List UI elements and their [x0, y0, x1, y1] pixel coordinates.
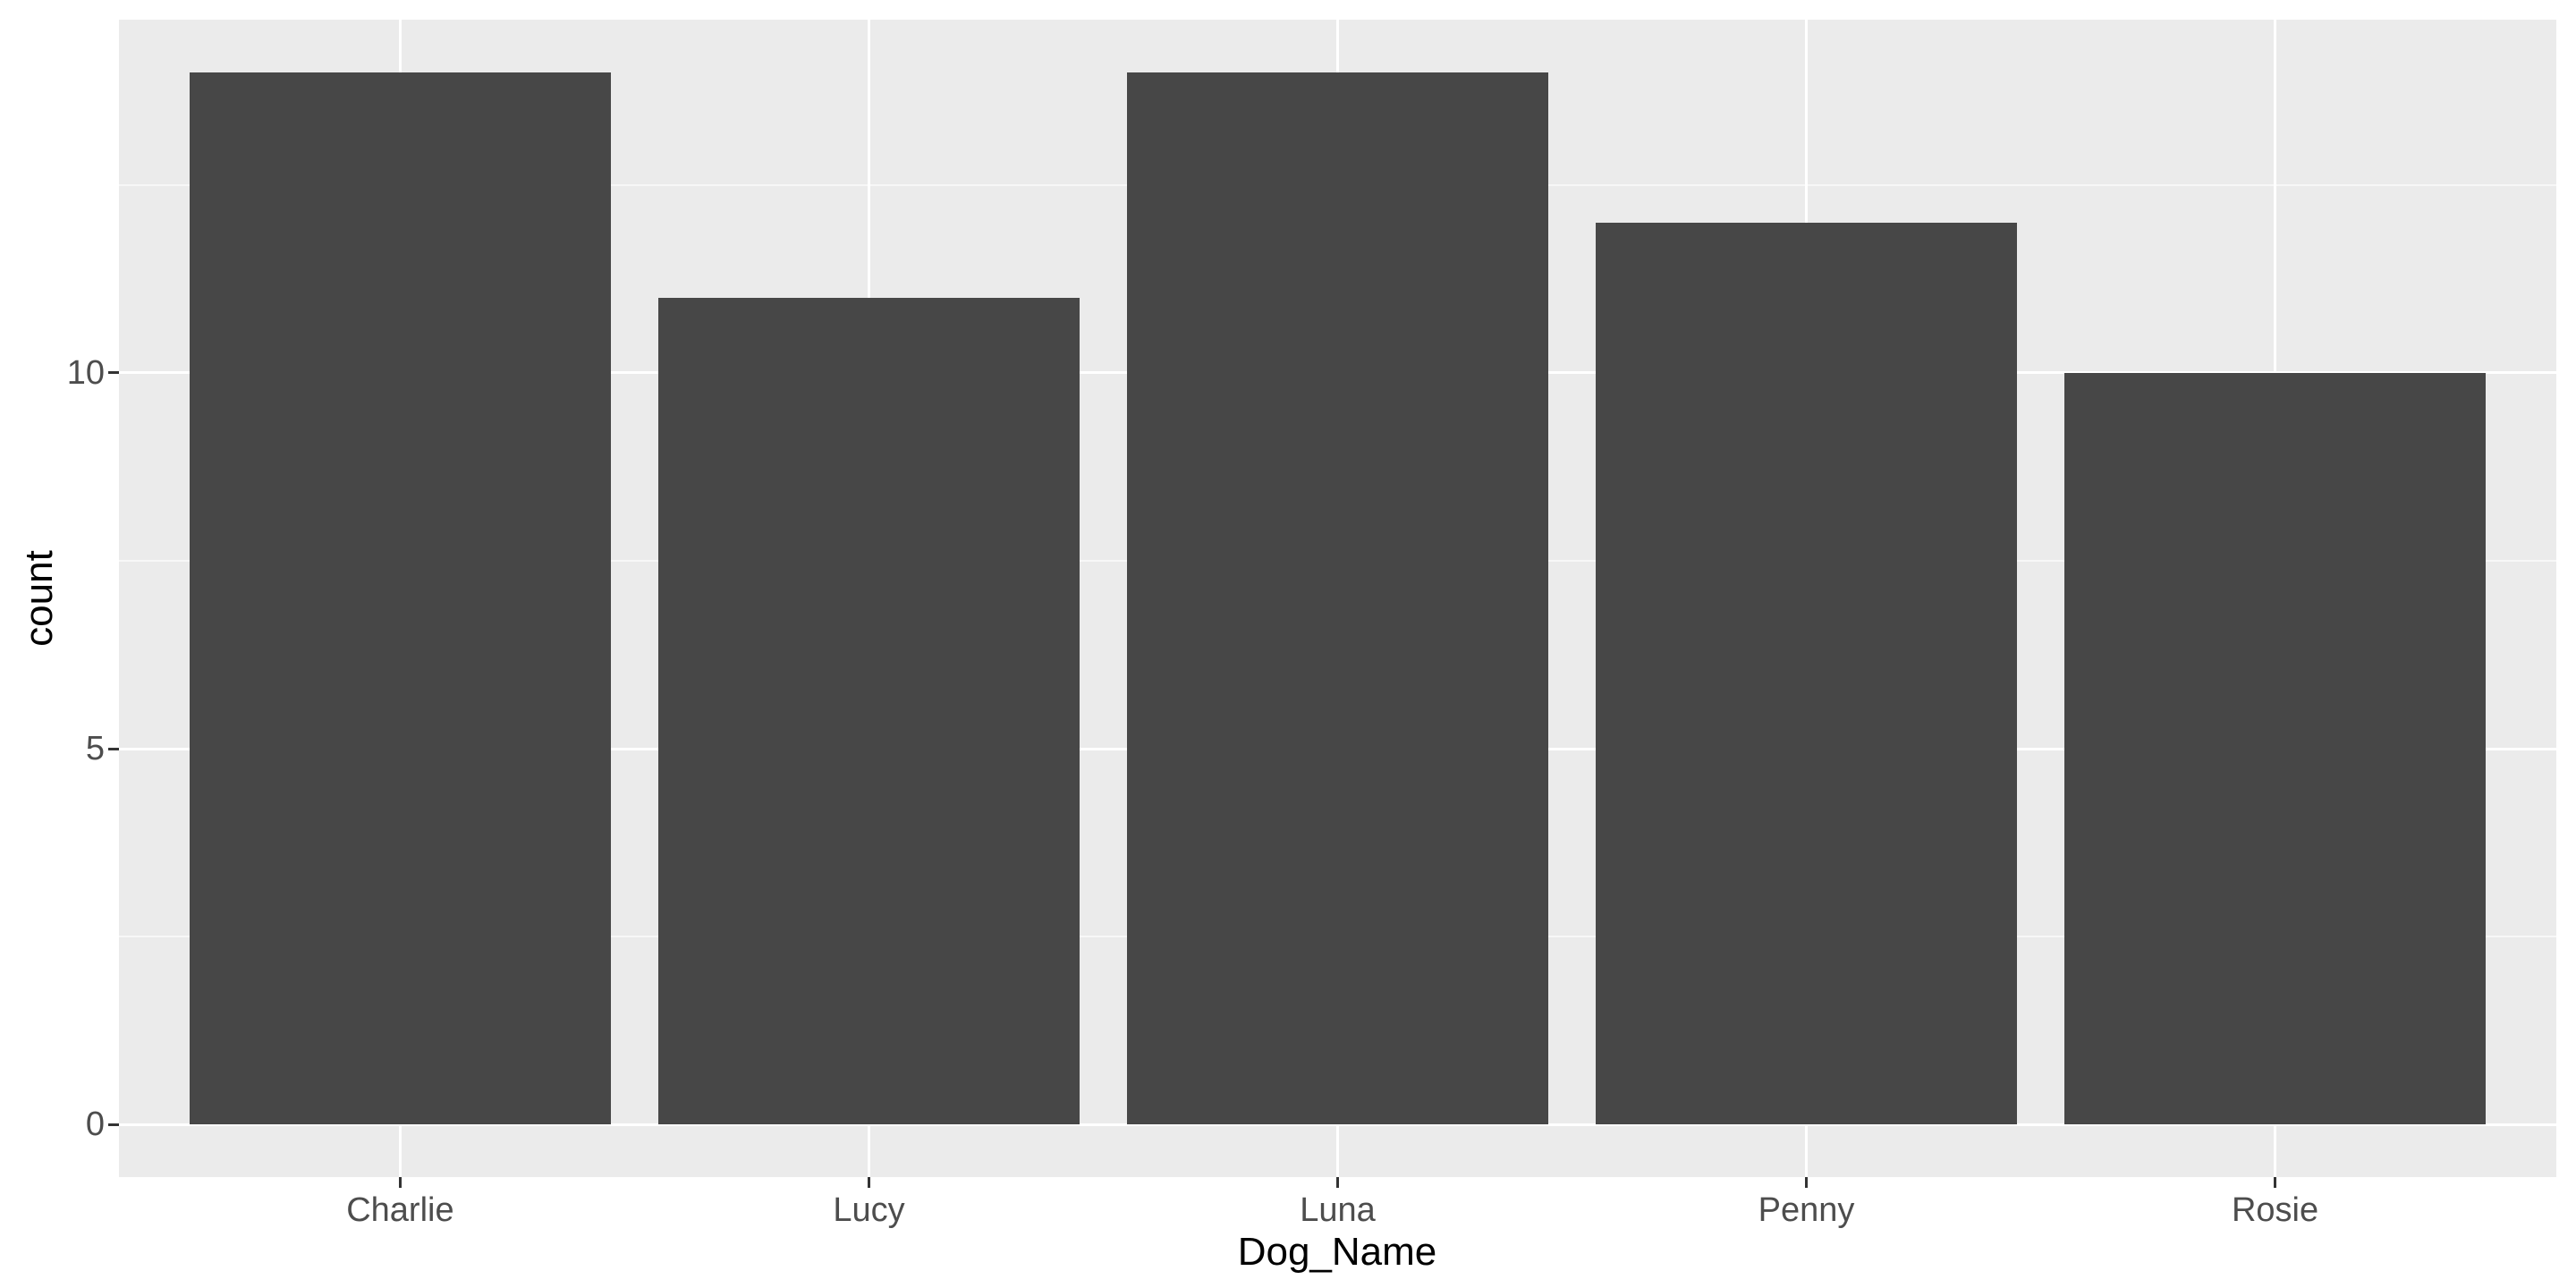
x-tick-label-rosie: Rosie	[2231, 1191, 2319, 1229]
x-tick-label-luna: Luna	[1300, 1191, 1376, 1229]
plot-panel	[119, 20, 2556, 1177]
x-axis-title: Dog_Name	[1237, 1230, 1437, 1274]
y-tick-label: 5	[85, 730, 105, 768]
x-tick-label-lucy: Lucy	[833, 1191, 905, 1229]
x-tick-mark	[867, 1177, 870, 1188]
y-tick-label: 10	[66, 353, 105, 392]
y-tick-mark	[108, 1123, 119, 1126]
x-tick-mark	[398, 1177, 402, 1188]
bar-rosie	[2063, 372, 2487, 1125]
y-tick-mark	[108, 747, 119, 750]
x-tick-label-penny: Penny	[1758, 1191, 1855, 1229]
x-tick-mark	[2274, 1177, 2277, 1188]
bar-penny	[1595, 222, 2018, 1125]
bar-luna	[1126, 72, 1549, 1125]
bar-lucy	[657, 297, 1080, 1125]
x-tick-mark	[1336, 1177, 1339, 1188]
y-tick-label: 0	[85, 1106, 105, 1144]
bar-charlie	[189, 72, 612, 1125]
x-tick-label-charlie: Charlie	[346, 1191, 454, 1229]
x-tick-mark	[1805, 1177, 1809, 1188]
y-tick-mark	[108, 371, 119, 375]
y-axis-title: count	[17, 550, 61, 647]
